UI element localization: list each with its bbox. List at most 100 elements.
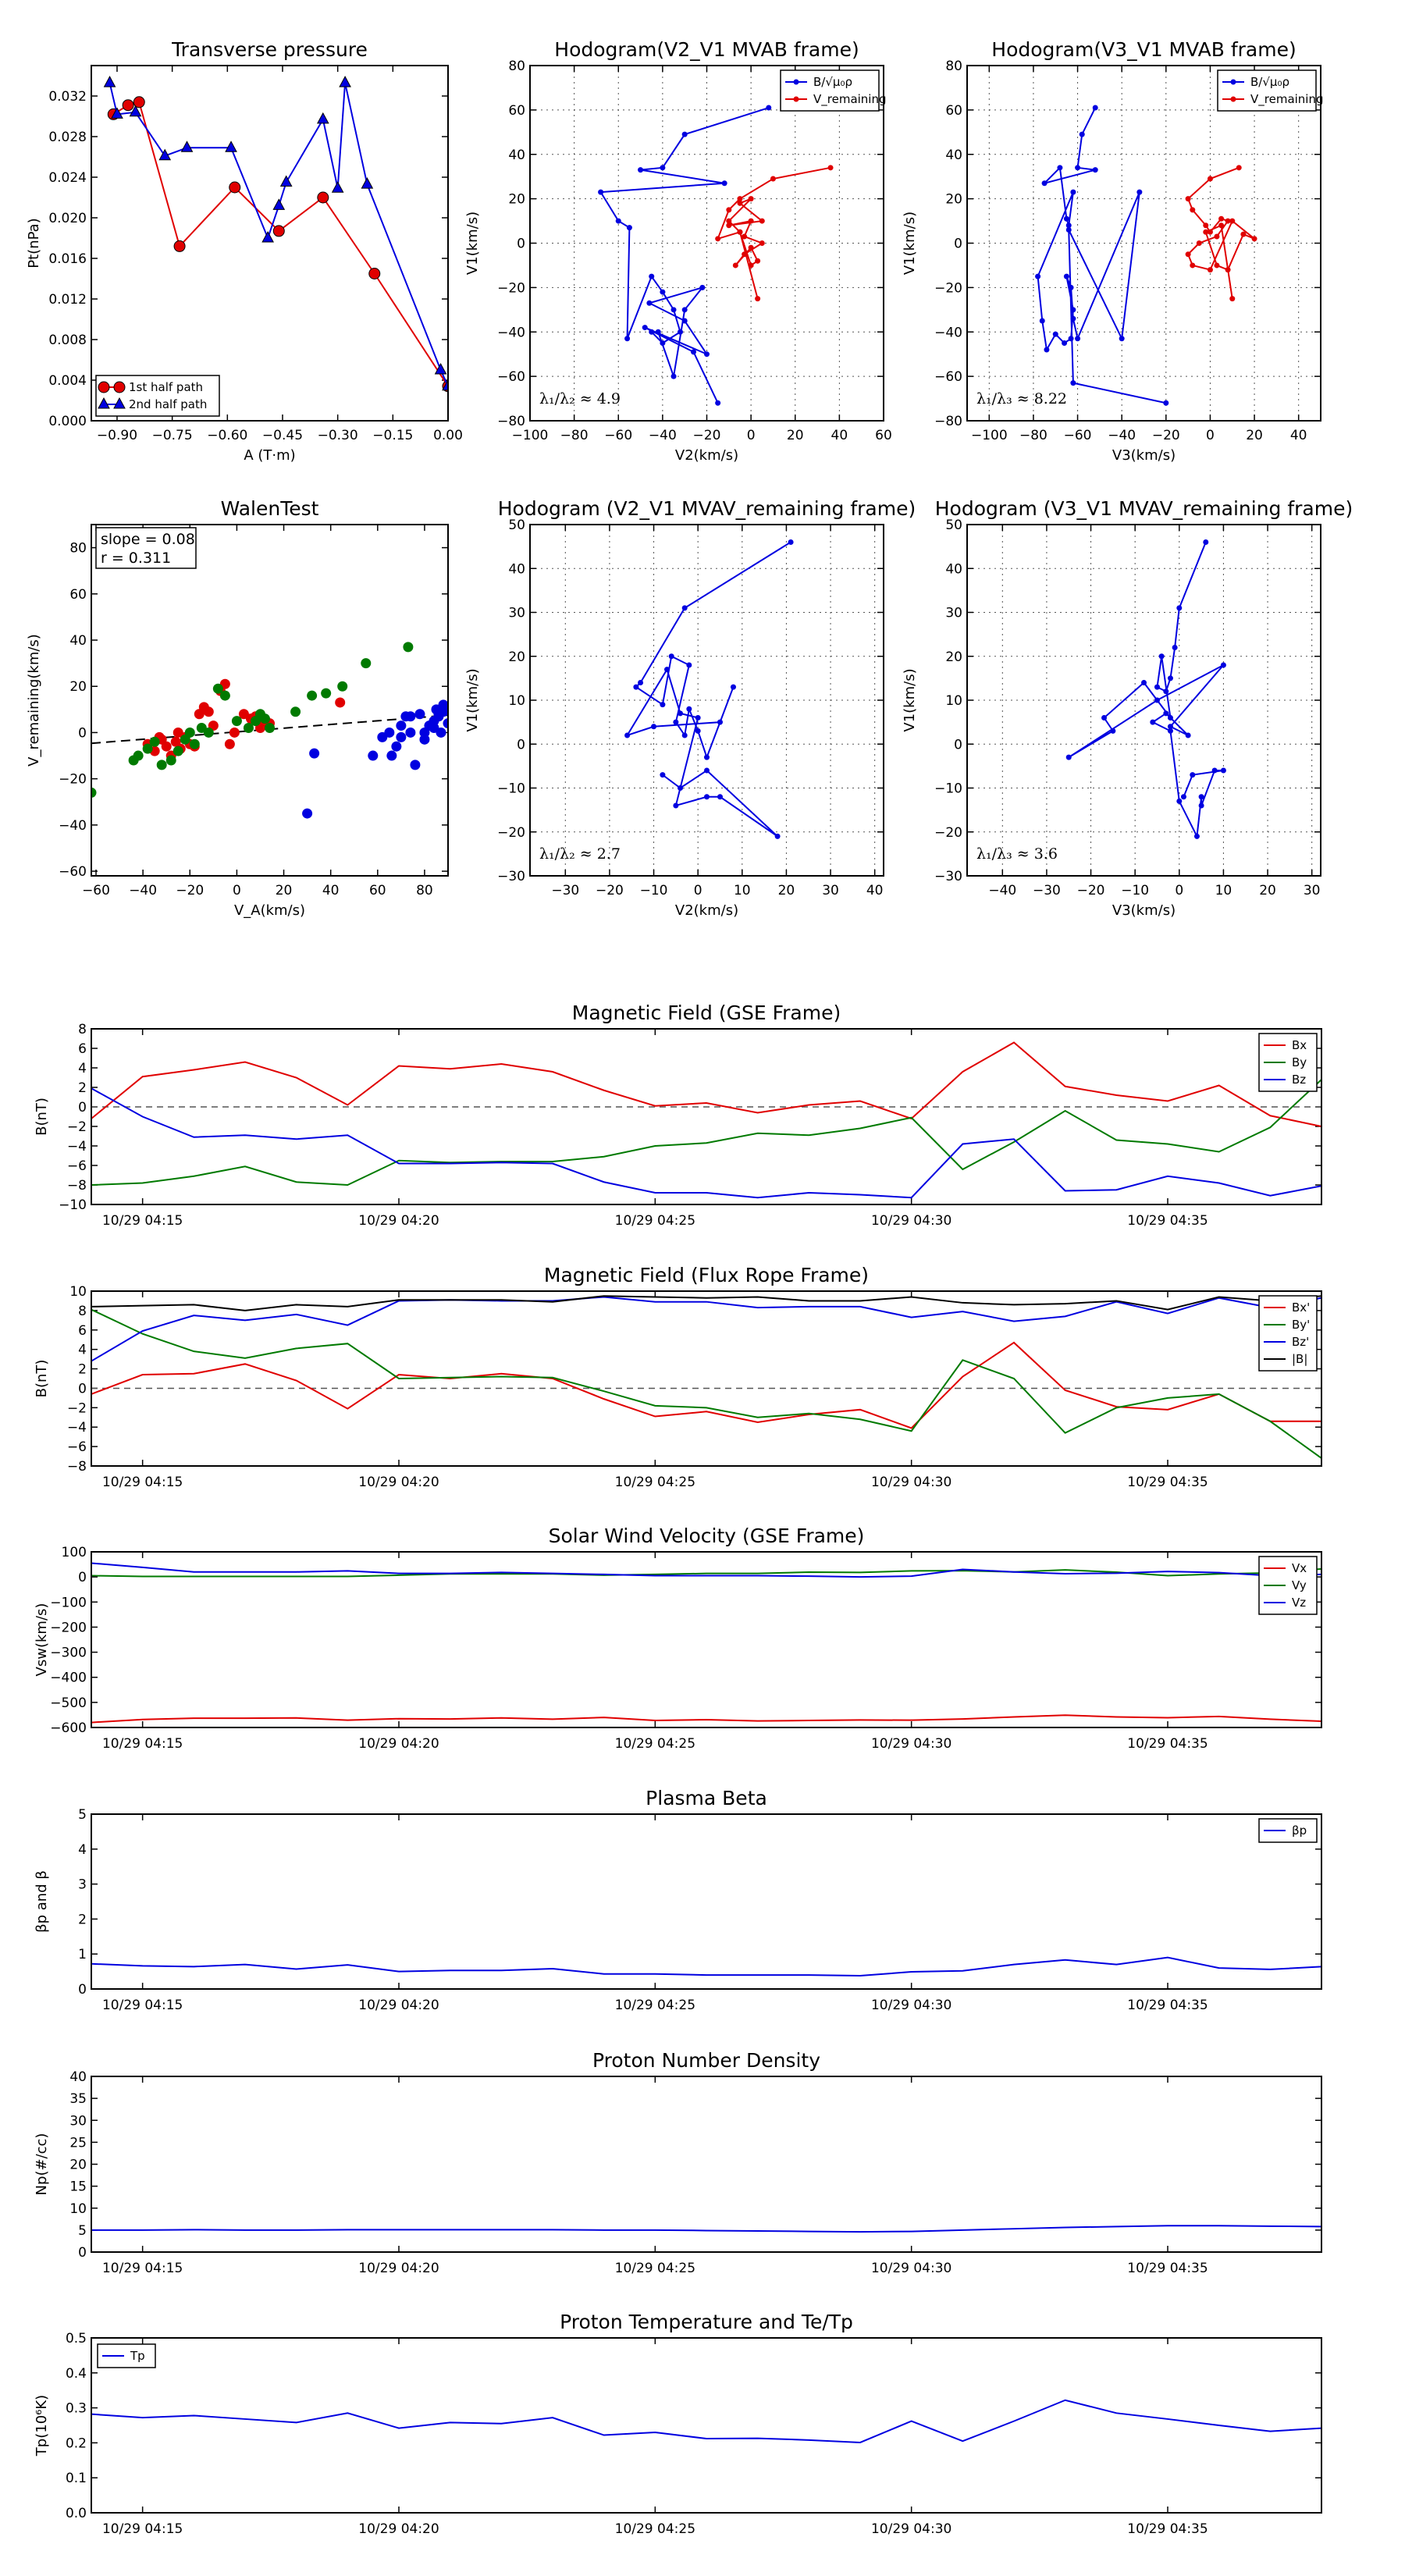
x-tick-label: 10/29 04:30 bbox=[871, 1736, 951, 1752]
legend-label: Vz bbox=[1292, 1596, 1306, 1610]
data-point bbox=[664, 667, 670, 673]
legend-label: 1st half path bbox=[129, 380, 203, 394]
series-line-vy bbox=[91, 1567, 1321, 1578]
y-tick-label: −400 bbox=[50, 1670, 87, 1686]
x-tick-label: −20 bbox=[176, 883, 204, 898]
data-point bbox=[111, 107, 123, 119]
y-axis-label: V1(km/s) bbox=[464, 212, 481, 275]
data-point bbox=[633, 684, 639, 690]
scatter-point bbox=[302, 808, 313, 819]
pb-chart: Plasma Beta 0 1 2 3 4 5 10/29 04:15 10/29 04:20 1… bbox=[34, 1787, 1322, 2013]
scatter-point bbox=[368, 750, 379, 761]
data-point bbox=[1172, 645, 1178, 650]
scatter-point bbox=[443, 718, 448, 729]
y-tick-label: 0 bbox=[78, 1982, 87, 1998]
x-tick-label: 30 bbox=[822, 883, 839, 898]
h1-chart: Hodogram(V2_V1 MVAB frame) −80 −60 −40 −20 0 2… bbox=[464, 38, 892, 464]
chart-title: Hodogram(V3_V1 MVAB frame) bbox=[991, 38, 1296, 61]
data-point bbox=[272, 198, 286, 210]
data-point bbox=[316, 112, 329, 124]
scatter-point bbox=[384, 727, 395, 738]
data-point bbox=[1225, 218, 1231, 224]
x-tick-label: 10/29 04:35 bbox=[1127, 1998, 1208, 2013]
data-point bbox=[229, 181, 241, 194]
x-axis-label: A (T·m) bbox=[244, 447, 295, 464]
data-point bbox=[1176, 605, 1183, 611]
y-tick-label: −2 bbox=[67, 1400, 87, 1416]
data-point bbox=[1190, 262, 1196, 269]
chart-title: Plasma Beta bbox=[646, 1787, 767, 1809]
stats-box bbox=[95, 527, 197, 569]
x-axis-label: V_A(km/s) bbox=[234, 902, 305, 919]
data-point bbox=[1070, 315, 1076, 322]
data-point bbox=[699, 284, 706, 290]
eigen-ratio-annotation: λ₁/λ₃ ≈ 8.22 bbox=[976, 390, 1067, 407]
x-tick-label: −10 bbox=[1121, 883, 1149, 898]
x-tick-label: −60 bbox=[82, 883, 110, 898]
tp-chart: Transverse pressure 0.000 0.004 0.008 0.012 0… bbox=[26, 38, 463, 464]
plot-frame bbox=[91, 524, 449, 877]
data-point bbox=[1136, 189, 1143, 195]
scatter-point bbox=[396, 731, 407, 742]
data-point bbox=[1063, 273, 1069, 279]
data-point bbox=[649, 329, 655, 335]
series-line-bz bbox=[91, 1087, 1321, 1199]
x-tick-label: 0 bbox=[233, 883, 241, 898]
scatter-point bbox=[173, 727, 183, 738]
series-line-bx- bbox=[91, 1341, 1321, 1429]
x-tick-label: −20 bbox=[693, 428, 721, 443]
x-tick-label: 10/29 04:25 bbox=[615, 1475, 695, 1490]
y-tick-label: 0.024 bbox=[48, 170, 87, 186]
data-point bbox=[1150, 719, 1156, 725]
y-tick-label: −100 bbox=[50, 1595, 87, 1610]
scatter-point bbox=[438, 706, 448, 717]
scatter-point bbox=[156, 760, 167, 770]
data-point bbox=[331, 181, 344, 193]
series-line-bx bbox=[91, 1041, 1321, 1127]
data-point bbox=[1176, 798, 1183, 804]
x-tick-label: 10/29 04:20 bbox=[358, 1998, 439, 2013]
y-axis-label: V_remaining(km/s) bbox=[26, 634, 42, 767]
series-line-trace bbox=[1068, 542, 1225, 839]
data-point bbox=[1079, 131, 1085, 137]
y-axis-label: Pt(nPa) bbox=[26, 218, 42, 268]
data-point bbox=[1229, 296, 1236, 302]
legend-label: βp bbox=[1292, 1823, 1307, 1838]
chart-title: Magnetic Field (GSE Frame) bbox=[572, 1002, 841, 1024]
y-tick-label: 0.3 bbox=[66, 2401, 87, 2417]
data-point bbox=[1063, 215, 1069, 222]
data-point bbox=[721, 180, 727, 187]
data-point bbox=[655, 329, 661, 335]
x-tick-label: −60 bbox=[1064, 428, 1092, 443]
data-point bbox=[748, 262, 754, 269]
data-point bbox=[1070, 380, 1076, 386]
y-axis-label: Tp(10⁶K) bbox=[34, 2395, 50, 2457]
y-tick-label: 5 bbox=[78, 1807, 87, 1823]
y-tick-label: 20 bbox=[945, 649, 962, 665]
y-tick-label: 0.4 bbox=[66, 2366, 87, 2382]
data-point bbox=[660, 702, 666, 708]
data-point bbox=[1167, 724, 1173, 730]
x-tick-label: 0.00 bbox=[433, 428, 463, 443]
y-axis-label: Np(#/cc) bbox=[34, 2133, 50, 2196]
y-tick-label: 80 bbox=[69, 541, 87, 557]
x-tick-label: 30 bbox=[1304, 883, 1321, 898]
mg-chart: Magnetic Field (GSE Frame) −10 −8 −6 −4 −2 0 2 4… bbox=[34, 1002, 1322, 1229]
x-tick-label: 10/29 04:30 bbox=[871, 1213, 951, 1229]
x-tick-label: 40 bbox=[831, 428, 848, 443]
data-point bbox=[755, 296, 761, 302]
data-point bbox=[726, 207, 732, 213]
legend-label: Tp bbox=[130, 2349, 145, 2363]
data-point bbox=[742, 233, 748, 240]
y-tick-label: −8 bbox=[67, 1178, 87, 1194]
x-tick-label: −60 bbox=[604, 428, 632, 443]
data-point bbox=[660, 165, 666, 171]
y-tick-label: −8 bbox=[67, 1459, 87, 1475]
y-tick-label: 40 bbox=[945, 561, 962, 577]
y-tick-label: 2 bbox=[78, 1080, 87, 1096]
x-tick-label: 0 bbox=[694, 883, 702, 898]
y-tick-label: 30 bbox=[508, 606, 525, 621]
data-point bbox=[1196, 240, 1202, 246]
y-tick-label: 60 bbox=[69, 587, 87, 603]
data-point bbox=[339, 76, 351, 87]
